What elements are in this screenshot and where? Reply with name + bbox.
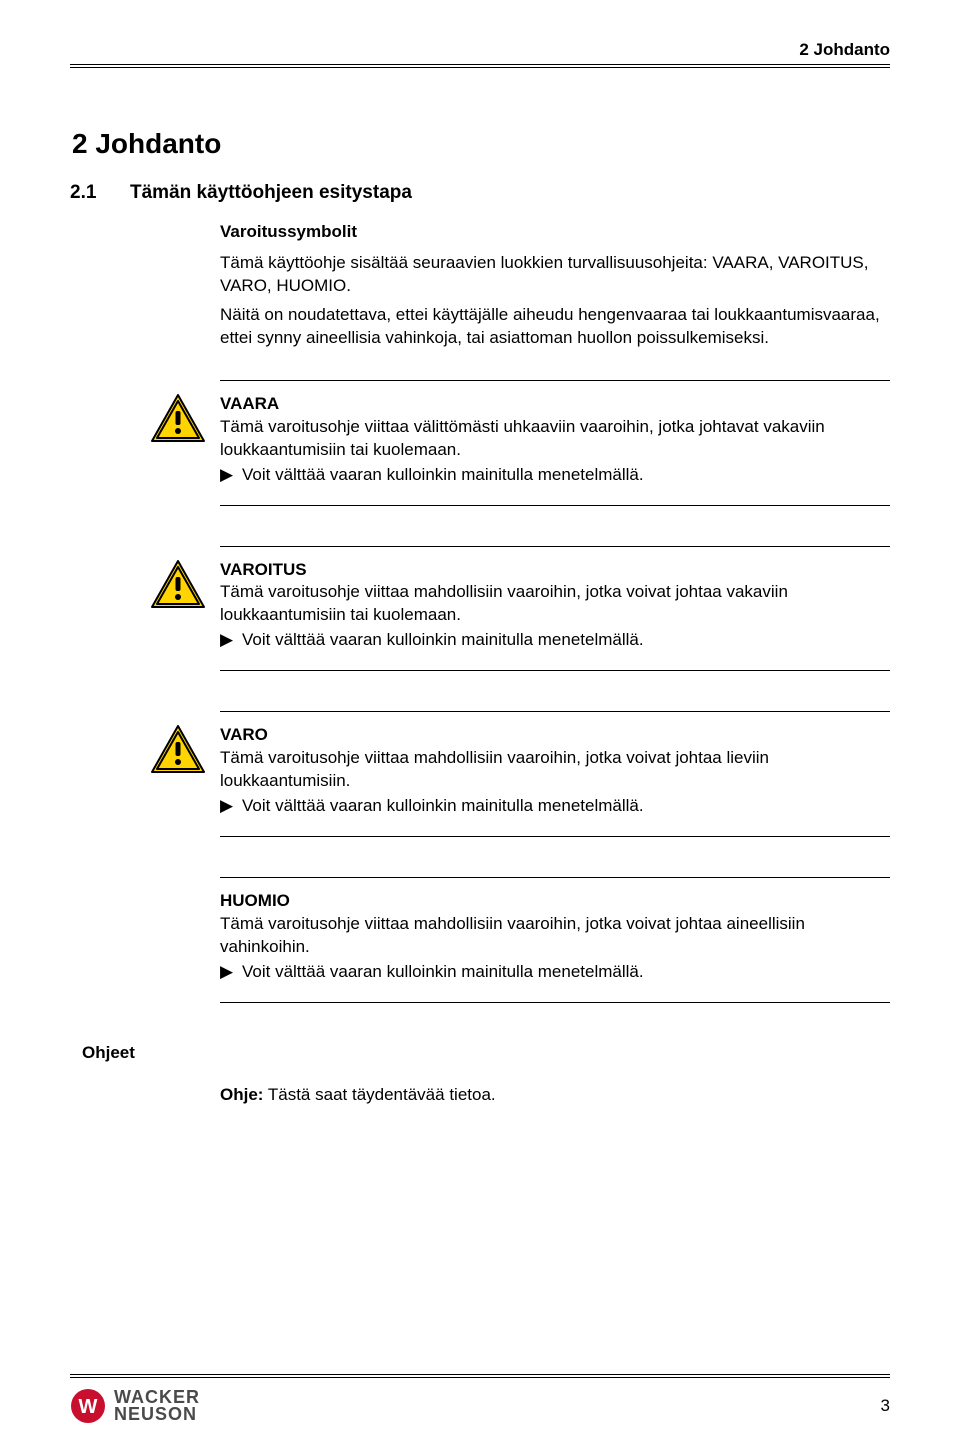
warning-title: VAROITUS [220, 559, 890, 582]
warning-action: Voit välttää vaaran kulloinkin mainitull… [242, 961, 644, 984]
running-header: 2 Johdanto [70, 40, 890, 60]
rule [220, 1002, 890, 1003]
warning-text: Tämä varoitusohje viittaa mahdollisiin v… [220, 913, 890, 959]
rule [220, 505, 890, 506]
logo-line2: NEUSON [114, 1406, 200, 1423]
warning-bullet: ▶ Voit välttää vaaran kulloinkin mainitu… [220, 961, 890, 984]
intro-p1: Tämä käyttöohje sisältää seuraavien luok… [220, 252, 890, 298]
warning-triangle-icon [150, 724, 220, 774]
chapter-title: 2 Johdanto [70, 128, 890, 160]
section-number: 2.1 [70, 182, 130, 204]
warning-varo: VARO Tämä varoitusohje viittaa mahdollis… [150, 711, 890, 837]
warning-triangle-icon [150, 559, 220, 609]
subheading-ohjeet: Ohjeet [82, 1043, 890, 1063]
warning-triangle-icon [150, 393, 220, 443]
intro-paragraphs: Tämä käyttöohje sisältää seuraavien luok… [220, 252, 890, 350]
intro-p2: Näitä on noudatettava, ettei käyttäjälle… [220, 304, 890, 350]
section-heading: 2.1 Tämän käyttöohjeen esitystapa [70, 182, 890, 204]
warning-title: VAARA [220, 393, 890, 416]
section-title: Tämän käyttöohjeen esitystapa [130, 182, 412, 204]
warning-bullet: ▶ Voit välttää vaaran kulloinkin mainitu… [220, 629, 890, 652]
footer-rule [70, 1374, 890, 1378]
ohje-text: Tästä saat täydentävää tietoa. [263, 1085, 495, 1104]
rule [220, 836, 890, 837]
bullet-marker-icon: ▶ [220, 464, 242, 487]
header-rule [70, 64, 890, 68]
ohje-line: Ohje: Tästä saat täydentävää tietoa. [220, 1085, 890, 1105]
warning-action: Voit välttää vaaran kulloinkin mainitull… [242, 464, 644, 487]
warning-action: Voit välttää vaaran kulloinkin mainitull… [242, 795, 644, 818]
subheading-varoitussymbolit: Varoitussymbolit [220, 222, 890, 242]
warning-text: Tämä varoitusohje viittaa mahdollisiin v… [220, 581, 890, 627]
rule [220, 711, 890, 712]
warning-varoitus: VAROITUS Tämä varoitusohje viittaa mahdo… [150, 546, 890, 672]
bullet-marker-icon: ▶ [220, 961, 242, 984]
warning-bullet: ▶ Voit välttää vaaran kulloinkin mainitu… [220, 795, 890, 818]
warning-vaara: VAARA Tämä varoitusohje viittaa välittöm… [150, 380, 890, 506]
page-number: 3 [881, 1396, 890, 1416]
warning-huomio: HUOMIO Tämä varoitusohje viittaa mahdoll… [150, 877, 890, 1003]
warning-bullet: ▶ Voit välttää vaaran kulloinkin mainitu… [220, 464, 890, 487]
bullet-marker-icon: ▶ [220, 795, 242, 818]
warning-text: Tämä varoitusohje viittaa mahdollisiin v… [220, 747, 890, 793]
footer: W WACKER NEUSON 3 [70, 1374, 890, 1424]
ohje-prefix: Ohje: [220, 1085, 263, 1104]
warning-title: VARO [220, 724, 890, 747]
warning-text: Tämä varoitusohje viittaa välittömästi u… [220, 416, 890, 462]
rule [220, 670, 890, 671]
rule [220, 380, 890, 381]
rule [220, 877, 890, 878]
brand-logo: W WACKER NEUSON [70, 1388, 200, 1424]
page: 2 Johdanto 2 Johdanto 2.1 Tämän käyttöoh… [0, 0, 960, 1448]
logo-badge-icon: W [70, 1388, 106, 1424]
bullet-marker-icon: ▶ [220, 629, 242, 652]
warning-action: Voit välttää vaaran kulloinkin mainitull… [242, 629, 644, 652]
rule [220, 546, 890, 547]
warning-title: HUOMIO [220, 890, 890, 913]
svg-text:W: W [79, 1396, 98, 1418]
